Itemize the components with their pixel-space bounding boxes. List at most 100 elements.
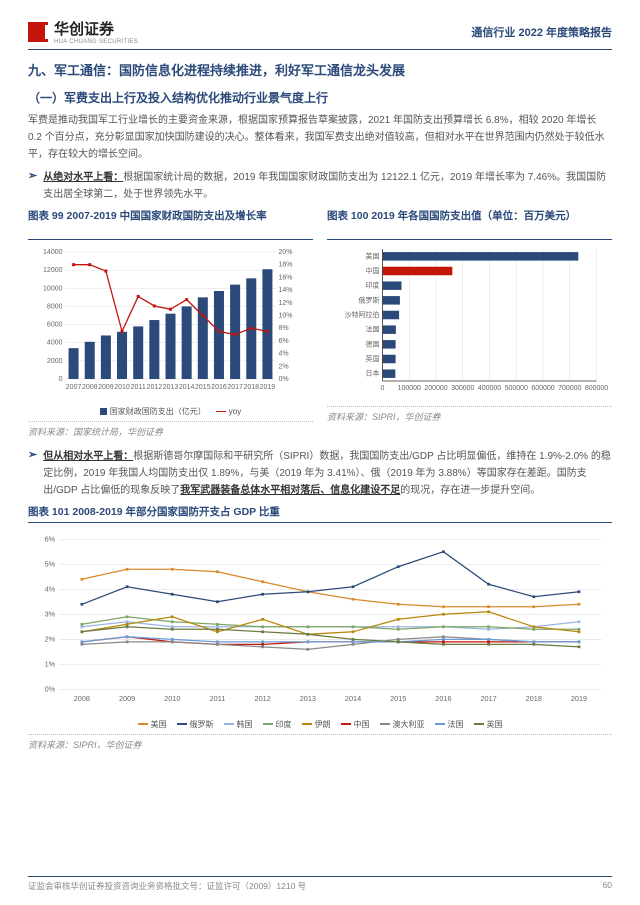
svg-text:中国: 中国 bbox=[366, 266, 380, 275]
svg-text:10000: 10000 bbox=[43, 285, 63, 292]
svg-text:5%: 5% bbox=[45, 559, 56, 568]
svg-text:10%: 10% bbox=[279, 313, 293, 320]
svg-text:2018: 2018 bbox=[243, 384, 259, 391]
bullet-1: ➢ 从绝对水平上看：根据国家统计局的数据，2019 年我国国家财政国防支出为 1… bbox=[28, 169, 612, 203]
svg-text:2009: 2009 bbox=[119, 694, 135, 703]
svg-text:12000: 12000 bbox=[43, 267, 63, 274]
svg-text:2000: 2000 bbox=[47, 358, 63, 365]
bullet2-lead: 但从相对水平上看： bbox=[43, 451, 133, 462]
svg-text:4%: 4% bbox=[279, 351, 289, 358]
svg-text:2013: 2013 bbox=[300, 694, 316, 703]
svg-text:2011: 2011 bbox=[131, 384, 146, 391]
svg-text:8%: 8% bbox=[279, 325, 289, 332]
chart100-title: 图表 100 2019 年各国国防支出值（单位：百万美元） bbox=[327, 209, 612, 240]
svg-text:沙特阿拉伯: 沙特阿拉伯 bbox=[345, 310, 380, 319]
svg-text:4000: 4000 bbox=[47, 340, 63, 347]
brand: 华创证券 bbox=[54, 18, 138, 39]
svg-text:16%: 16% bbox=[279, 274, 293, 281]
svg-text:英国: 英国 bbox=[366, 354, 380, 363]
svg-text:20%: 20% bbox=[279, 249, 293, 256]
bullet-arrow-icon: ➢ bbox=[28, 169, 37, 203]
svg-text:2019: 2019 bbox=[260, 384, 276, 391]
svg-text:200000: 200000 bbox=[424, 385, 447, 392]
svg-text:2017: 2017 bbox=[227, 384, 243, 391]
svg-text:2019: 2019 bbox=[571, 694, 587, 703]
chart99-legend-bar: 国家财政国防支出（亿元） bbox=[110, 406, 206, 417]
svg-text:18%: 18% bbox=[279, 262, 293, 269]
footer: 证监会审核华创证券投资咨询业务资格批文号：证监许可（2009）1210 号 60 bbox=[28, 876, 612, 892]
svg-text:俄罗斯: 俄罗斯 bbox=[359, 295, 380, 304]
svg-text:2018: 2018 bbox=[526, 694, 542, 703]
svg-text:2010: 2010 bbox=[114, 384, 130, 391]
svg-text:8000: 8000 bbox=[47, 303, 63, 310]
chart-99: 图表 99 2007-2019 中国国家财政国防支出及增长率 0 2000 4000… bbox=[28, 209, 313, 438]
bullet2-tail: 的现况，存在进一步提升空间。 bbox=[400, 485, 540, 496]
svg-text:2014: 2014 bbox=[179, 384, 195, 391]
page-number: 60 bbox=[603, 880, 612, 892]
svg-text:2014: 2014 bbox=[345, 694, 361, 703]
chart101-svg: 0% 1% 2% 3% 4% 5% 6% 2008 2009 2010 2011 2012 2013 20… bbox=[28, 527, 612, 712]
svg-text:700000: 700000 bbox=[558, 385, 581, 392]
chart101-title: 图表 101 2008-2019 年部分国家国防开支占 GDP 比重 bbox=[28, 505, 612, 523]
svg-text:0: 0 bbox=[59, 376, 63, 383]
svg-text:100000: 100000 bbox=[398, 385, 421, 392]
svg-text:2007: 2007 bbox=[66, 384, 82, 391]
chart100-source: 资料来源：SIPRI，华创证券 bbox=[327, 406, 612, 423]
svg-text:1%: 1% bbox=[45, 659, 56, 668]
svg-text:300000: 300000 bbox=[451, 385, 474, 392]
svg-text:2%: 2% bbox=[279, 363, 289, 370]
svg-text:美国: 美国 bbox=[366, 251, 380, 260]
svg-text:2012: 2012 bbox=[147, 384, 163, 391]
svg-text:3%: 3% bbox=[45, 609, 56, 618]
svg-text:2016: 2016 bbox=[211, 384, 227, 391]
svg-text:800000: 800000 bbox=[585, 385, 608, 392]
svg-text:4%: 4% bbox=[45, 584, 56, 593]
svg-text:2%: 2% bbox=[45, 634, 56, 643]
svg-text:法国: 法国 bbox=[366, 325, 380, 334]
chart99-legend-line: yoy bbox=[229, 407, 241, 416]
chart-100: 图表 100 2019 年各国国防支出值（单位：百万美元） 0 100000200… bbox=[327, 209, 612, 438]
svg-text:12%: 12% bbox=[279, 300, 293, 307]
svg-text:2010: 2010 bbox=[164, 694, 180, 703]
svg-text:2015: 2015 bbox=[195, 384, 211, 391]
bullet1-lead: 从绝对水平上看： bbox=[43, 172, 123, 183]
svg-text:2008: 2008 bbox=[74, 694, 90, 703]
chart99-svg: 0 2000 4000 6000 8000 10000 12000 14000 0% 2% 4% 6%… bbox=[28, 244, 313, 399]
chart101-legend: 美国俄罗斯韩国印度伊朗中国澳大利亚法国英国 bbox=[28, 719, 612, 730]
svg-text:2015: 2015 bbox=[390, 694, 406, 703]
logo-mark bbox=[28, 22, 48, 42]
svg-text:6%: 6% bbox=[279, 338, 289, 345]
section-heading: 九、军工通信：国防信息化进程持续推进，利好军工通信龙头发展 bbox=[28, 60, 612, 79]
svg-text:2012: 2012 bbox=[255, 694, 271, 703]
svg-text:2009: 2009 bbox=[98, 384, 114, 391]
chart101-source: 资料来源：SIPRI，华创证券 bbox=[28, 734, 612, 751]
bullet1-text: 根据国家统计局的数据，2019 年我国国家财政国防支出为 12122.1 亿元，… bbox=[43, 172, 606, 200]
svg-text:500000: 500000 bbox=[505, 385, 528, 392]
svg-text:2013: 2013 bbox=[163, 384, 179, 391]
svg-text:德国: 德国 bbox=[366, 339, 380, 348]
footer-left: 证监会审核华创证券投资咨询业务资格批文号：证监许可（2009）1210 号 bbox=[28, 880, 306, 892]
subsection-heading: （一）军费支出上行及投入结构优化推动行业景气度上行 bbox=[28, 89, 612, 106]
bullet-arrow-icon: ➢ bbox=[28, 448, 37, 499]
svg-text:0%: 0% bbox=[279, 376, 289, 383]
chart99-title: 图表 99 2007-2019 中国国家财政国防支出及增长率 bbox=[28, 209, 313, 240]
svg-text:2016: 2016 bbox=[435, 694, 451, 703]
svg-text:0: 0 bbox=[381, 385, 385, 392]
intro-paragraph: 军费是推动我国军工行业增长的主要资金来源，根据国家预算报告草案披露，2021 年… bbox=[28, 112, 612, 163]
svg-text:2008: 2008 bbox=[82, 384, 98, 391]
svg-text:14000: 14000 bbox=[43, 249, 63, 256]
bullet2-underline: 我军武器装备总体水平相对落后、信息化建设不足 bbox=[180, 485, 400, 496]
svg-text:14%: 14% bbox=[279, 287, 293, 294]
svg-text:2011: 2011 bbox=[210, 694, 226, 703]
bullet-2: ➢ 但从相对水平上看：根据斯德哥尔摩国际和平研究所（SIPRI）数据，我国国防支… bbox=[28, 448, 612, 499]
svg-text:6%: 6% bbox=[45, 534, 56, 543]
svg-text:600000: 600000 bbox=[531, 385, 554, 392]
brand-en: HUA CHUANG SECURITIES bbox=[54, 39, 138, 45]
chart100-svg: 0100000200000300000400000500000600000700… bbox=[327, 244, 612, 399]
svg-text:0%: 0% bbox=[45, 684, 56, 693]
chart-101: 图表 101 2008-2019 年部分国家国防开支占 GDP 比重 0% 1% 2… bbox=[28, 505, 612, 751]
report-title: 通信行业 2022 年度策略报告 bbox=[471, 24, 612, 40]
svg-text:6000: 6000 bbox=[47, 322, 63, 329]
chart99-source: 资料来源：国家统计局，华创证券 bbox=[28, 421, 313, 438]
logo: 华创证券 HUA CHUANG SECURITIES bbox=[28, 18, 138, 45]
